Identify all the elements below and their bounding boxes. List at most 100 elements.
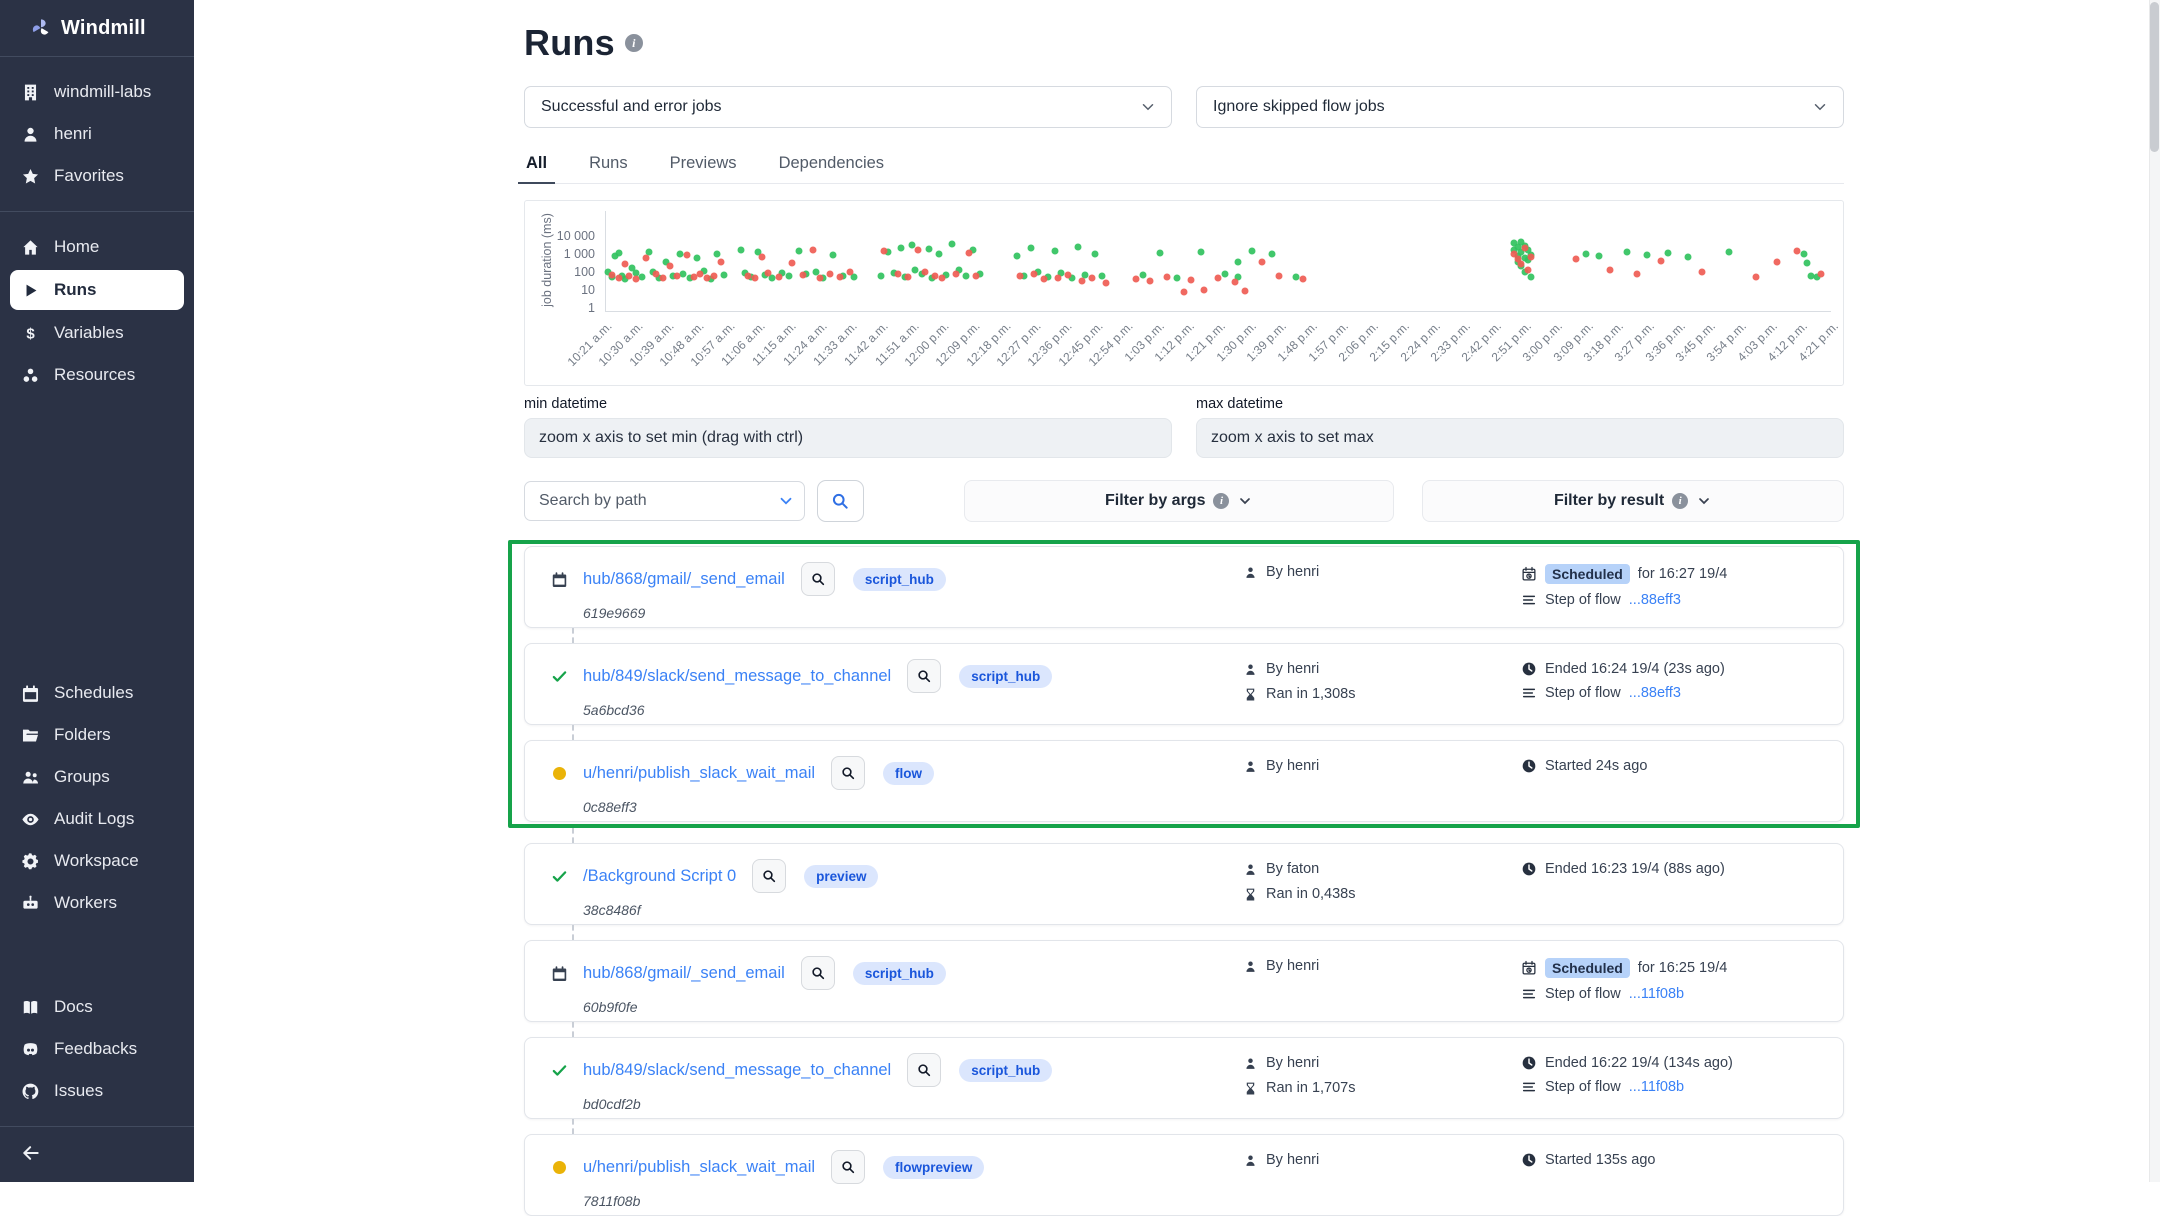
success-job-dot[interactable]: [713, 250, 721, 258]
error-job-dot[interactable]: [836, 273, 844, 281]
success-job-dot[interactable]: [1051, 247, 1059, 255]
success-job-dot[interactable]: [1292, 273, 1300, 281]
sidebar-item-favorites[interactable]: Favorites: [0, 155, 194, 197]
success-job-dot[interactable]: [638, 273, 646, 281]
inspect-run-button[interactable]: [752, 859, 787, 893]
success-job-dot[interactable]: [621, 275, 629, 283]
success-job-dot[interactable]: [1524, 256, 1532, 264]
error-job-dot[interactable]: [1214, 274, 1222, 282]
error-job-dot[interactable]: [625, 272, 633, 280]
error-job-dot[interactable]: [816, 274, 824, 282]
error-job-dot[interactable]: [703, 274, 711, 282]
sidebar-item-schedules[interactable]: Schedules: [0, 672, 194, 714]
sidebar-item-docs[interactable]: Docs: [0, 986, 194, 1028]
success-job-dot[interactable]: [645, 248, 653, 256]
error-job-dot[interactable]: [1040, 275, 1048, 283]
parent-flow-link[interactable]: ...11f08b: [1628, 1079, 1685, 1095]
parent-flow-link[interactable]: ...88eff3: [1628, 592, 1681, 608]
error-job-dot[interactable]: [1510, 250, 1518, 258]
success-job-dot[interactable]: [1623, 248, 1631, 256]
success-job-dot[interactable]: [1221, 270, 1229, 278]
sidebar-item-runs[interactable]: Runs: [10, 270, 184, 310]
error-job-dot[interactable]: [690, 273, 698, 281]
error-job-dot[interactable]: [921, 268, 929, 276]
sidebar-item-resources[interactable]: Resources: [0, 354, 194, 396]
inspect-run-button[interactable]: [831, 1150, 866, 1184]
success-job-dot[interactable]: [1582, 250, 1590, 258]
error-job-dot[interactable]: [1633, 270, 1641, 278]
page-scrollbar[interactable]: [2149, 0, 2160, 1182]
success-job-dot[interactable]: [1664, 249, 1672, 257]
run-row[interactable]: u/henri/publish_slack_wait_mail flow 0c88e…: [524, 740, 1844, 822]
error-job-dot[interactable]: [652, 270, 660, 278]
success-job-dot[interactable]: [850, 273, 858, 281]
success-job-dot[interactable]: [1248, 247, 1256, 255]
error-job-dot[interactable]: [608, 271, 616, 279]
error-job-dot[interactable]: [1527, 253, 1535, 261]
success-job-dot[interactable]: [632, 269, 640, 277]
runs-info-icon[interactable]: i: [624, 34, 643, 52]
parent-flow-link[interactable]: ...11f08b: [1628, 986, 1685, 1002]
run-row[interactable]: hub/849/slack/send_message_to_channel scr…: [524, 643, 1844, 725]
success-job-dot[interactable]: [969, 246, 977, 254]
tab-dependencies[interactable]: Dependencies: [778, 154, 885, 172]
error-job-dot[interactable]: [1773, 258, 1780, 266]
sidebar-item-workspace[interactable]: Workspace: [0, 840, 194, 882]
error-job-dot[interactable]: [673, 272, 681, 280]
error-job-dot[interactable]: [1657, 257, 1665, 265]
sidebar-item-henri[interactable]: henri: [0, 113, 194, 155]
run-path-link[interactable]: hub/849/slack/send_message_to_channel: [583, 1060, 892, 1079]
tab-runs[interactable]: Runs: [589, 154, 628, 172]
error-job-dot[interactable]: [904, 273, 912, 281]
error-job-dot[interactable]: [666, 262, 674, 270]
error-job-dot[interactable]: [809, 246, 817, 254]
success-job-dot[interactable]: [877, 272, 885, 280]
error-job-dot[interactable]: [775, 273, 783, 281]
tab-all[interactable]: All: [517, 146, 556, 184]
error-job-dot[interactable]: [1054, 274, 1062, 282]
error-job-dot[interactable]: [1102, 279, 1110, 287]
success-job-dot[interactable]: [628, 264, 636, 272]
error-job-dot[interactable]: [1241, 287, 1249, 295]
error-job-dot[interactable]: [846, 268, 854, 276]
error-job-dot[interactable]: [972, 272, 980, 280]
run-path-link[interactable]: u/henri/publish_slack_wait_mail: [583, 1157, 816, 1176]
run-row[interactable]: u/henri/publish_slack_wait_mail flowprevi…: [524, 1134, 1844, 1216]
search-button[interactable]: [816, 480, 865, 522]
error-job-dot[interactable]: [1698, 268, 1706, 276]
inspect-run-button[interactable]: [831, 756, 866, 790]
error-job-dot[interactable]: [965, 249, 973, 257]
error-job-dot[interactable]: [696, 270, 704, 278]
error-job-dot[interactable]: [1514, 255, 1522, 263]
success-job-dot[interactable]: [1091, 250, 1099, 258]
success-job-dot[interactable]: [611, 252, 619, 260]
brand[interactable]: Windmill: [0, 0, 194, 56]
error-job-dot[interactable]: [683, 251, 691, 259]
error-job-dot[interactable]: [1606, 266, 1614, 274]
skipped-flow-filter-select[interactable]: Ignore skipped flow jobs: [1196, 86, 1844, 128]
success-job-dot[interactable]: [1173, 274, 1181, 282]
success-job-dot[interactable]: [1139, 271, 1147, 279]
error-job-dot[interactable]: [914, 246, 922, 254]
success-job-dot[interactable]: [768, 274, 776, 282]
error-job-dot[interactable]: [659, 274, 667, 282]
error-job-dot[interactable]: [1521, 244, 1528, 252]
error-job-dot[interactable]: [1016, 272, 1024, 280]
error-job-dot[interactable]: [1200, 286, 1208, 294]
success-job-dot[interactable]: [1156, 249, 1164, 257]
success-job-dot[interactable]: [1684, 253, 1692, 261]
inspect-run-button[interactable]: [800, 956, 835, 990]
sidebar-item-windmill-labs[interactable]: windmill-labs: [0, 71, 194, 113]
success-job-dot[interactable]: [1803, 259, 1811, 267]
success-job-dot[interactable]: [1268, 250, 1276, 258]
error-job-dot[interactable]: [1078, 277, 1086, 285]
error-job-dot[interactable]: [938, 274, 946, 282]
sidebar-item-groups[interactable]: Groups: [0, 756, 194, 798]
error-job-dot[interactable]: [1793, 247, 1801, 255]
sidebar-item-issues[interactable]: Issues: [0, 1070, 194, 1112]
error-job-dot[interactable]: [788, 259, 796, 267]
success-job-dot[interactable]: [1800, 250, 1808, 258]
sidebar-item-audit-logs[interactable]: Audit Logs: [0, 798, 194, 840]
job-duration-chart[interactable]: job duration (ms) 1 10 100 1 000 10 000 10:21…: [524, 200, 1844, 386]
success-job-dot[interactable]: [679, 270, 687, 278]
